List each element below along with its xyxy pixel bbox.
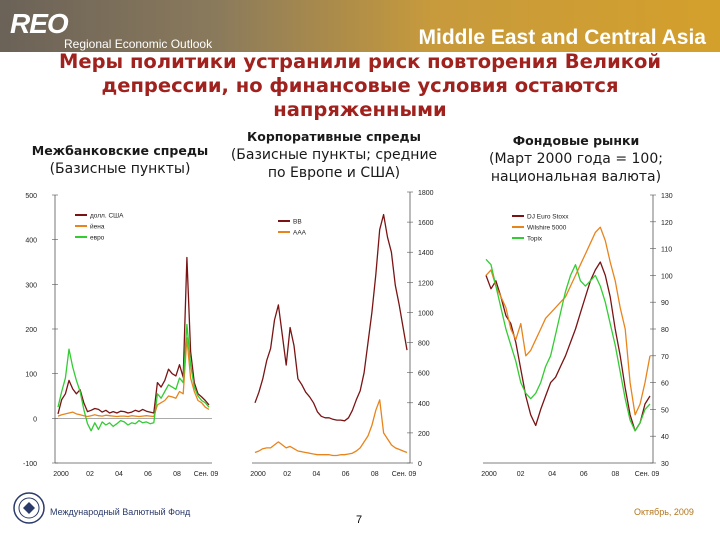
chart1-y-tick-label: 100 — [25, 372, 37, 379]
chart1-y-tick-label: 300 — [25, 282, 37, 289]
header-banner: REO Regional Economic Outlook Middle Eas… — [0, 0, 720, 52]
chart2-legend-label: AAA — [293, 230, 307, 237]
chart1-y-tick-label: 0 — [33, 416, 37, 423]
chart3-y-tick-label: 30 — [661, 461, 669, 468]
chart1-x-tick-label: Сен. 09 — [194, 471, 219, 478]
chart2-y-tick-label: 1600 — [418, 220, 434, 227]
panel3-title: Фондовые рынки — [512, 133, 640, 148]
chart2-legend-label: BB — [293, 219, 302, 226]
chart1-x-tick-label: 08 — [173, 471, 181, 478]
chart1-x-tick-label: 02 — [86, 471, 94, 478]
chart2-y-tick-label: 1000 — [418, 310, 434, 317]
footer-org: Международный Валютный Фонд — [50, 507, 191, 517]
chart3-y-tick-label: 70 — [661, 354, 669, 361]
chart2-y-tick-label: 1800 — [418, 190, 434, 197]
chart1-x-tick-label: 06 — [144, 471, 152, 478]
panel1-subtitle: (Базисные пункты) — [49, 161, 191, 177]
chart3-legend-label: DJ Euro Stoxx — [527, 214, 569, 221]
chart3-x-tick-label: 08 — [612, 471, 620, 478]
chart2-x-tick-label: 08 — [371, 471, 379, 478]
chart2-y-tick-label: 800 — [418, 341, 430, 348]
chart1-x-tick-label: 2000 — [53, 471, 69, 478]
slide-title: Меры политики устранили риск повторения … — [58, 50, 662, 121]
chart3-x-tick-label: 04 — [548, 471, 556, 478]
chart3-y-tick-label: 130 — [661, 193, 673, 200]
panel2-title: Корпоративные спреды — [247, 129, 421, 144]
panel3-subtitle: (Март 2000 года = 100; национальная валю… — [489, 151, 663, 185]
chart2-y-tick-label: 1400 — [418, 250, 434, 257]
chart3-y-tick-label: 60 — [661, 381, 669, 388]
chart1-y-tick-label: 200 — [25, 327, 37, 334]
chart3-x-tick-label: Сен. 09 — [635, 471, 660, 478]
chart1-y-tick-label: 500 — [25, 193, 37, 200]
chart3-x-tick-label: 06 — [580, 471, 588, 478]
chart1-series-line — [57, 323, 210, 432]
panel3-heading: Фондовые рынки (Март 2000 года = 100; на… — [476, 132, 676, 186]
chart3-y-tick-label: 100 — [661, 273, 673, 280]
chart3-x-tick-label: 2000 — [481, 471, 497, 478]
chart2-x-tick-label: Сен. 09 — [392, 471, 417, 478]
chart1-series-line — [57, 256, 210, 415]
footer-page-number: 7 — [356, 514, 363, 526]
chart2-x-tick-label: 2000 — [250, 471, 266, 478]
chart3-y-tick-label: 120 — [661, 220, 673, 227]
chart3-x-tick-label: 02 — [517, 471, 525, 478]
chart3-y-tick-label: 80 — [661, 327, 669, 334]
chart1-y-tick-label: 400 — [25, 238, 37, 245]
imf-seal-icon — [13, 492, 45, 524]
chart2-y-tick-label: 600 — [418, 371, 430, 378]
panel2-subtitle: (Базисные пункты; средние по Европе и СШ… — [230, 147, 438, 181]
chart2-x-tick-label: 06 — [342, 471, 350, 478]
reo-logo: REO — [10, 8, 69, 39]
chart2-y-tick-label: 0 — [418, 461, 422, 468]
chart1-y-tick-label: -100 — [23, 461, 37, 468]
chart3-y-tick-label: 110 — [661, 247, 672, 254]
chart2-x-tick-label: 04 — [313, 471, 321, 478]
chart3-y-tick-label: 40 — [661, 434, 669, 441]
chart3-series-line — [485, 226, 651, 416]
footer-date: Октябрь, 2009 — [634, 507, 694, 517]
chart3-y-tick-label: 50 — [661, 407, 669, 414]
chart1-legend-label: евро — [90, 235, 105, 242]
panel1-title: Межбанковские спреды — [31, 143, 209, 158]
chart2-series-line — [254, 213, 408, 422]
chart1-legend-label: йена — [90, 223, 105, 231]
chart2-y-tick-label: 200 — [418, 431, 430, 438]
panel2-heading: Корпоративные спреды (Базисные пункты; с… — [228, 128, 440, 182]
region-title: Middle East and Central Asia — [418, 26, 706, 49]
chart2-y-tick-label: 400 — [418, 401, 430, 408]
chart1-series-line — [57, 337, 210, 418]
chart1-x-tick-label: 04 — [115, 471, 123, 478]
panel1-heading: Межбанковские спреды (Базисные пункты) — [20, 142, 220, 178]
chart3-legend-label: Topix — [527, 236, 543, 243]
chart3-y-tick-label: 90 — [661, 300, 669, 307]
chart2-y-tick-label: 1200 — [418, 280, 434, 287]
chart2-x-tick-label: 02 — [283, 471, 291, 478]
chart2-series-line — [254, 399, 408, 457]
logo-subtitle: Regional Economic Outlook — [64, 37, 213, 51]
chart3-series-line — [485, 258, 651, 432]
chart3-legend-label: Wilshire 5000 — [527, 225, 567, 232]
chart1-legend-label: долл. США — [90, 213, 124, 220]
